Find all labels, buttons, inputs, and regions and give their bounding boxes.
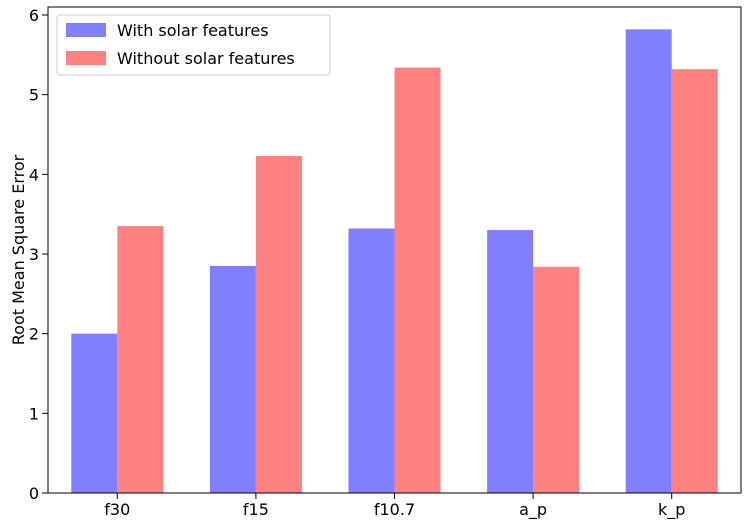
y-axis: 0 1 2 3 4 5 6	[29, 6, 48, 503]
legend-label-with-solar: With solar features	[117, 21, 269, 40]
bar-without-solar-features-a-p	[533, 266, 580, 493]
bar-with-solar-features-f10-7	[348, 228, 395, 493]
bar-with-solar-features-f15	[209, 265, 256, 493]
x-tick-label-a-p: a_p	[519, 500, 547, 520]
y-tick-label: 0	[29, 484, 39, 503]
bar-without-solar-features-f30	[117, 226, 164, 493]
y-tick-label: 6	[29, 6, 39, 25]
bar-with-solar-features-a-p	[487, 230, 534, 493]
bar-without-solar-features-k-p	[671, 69, 718, 494]
legend-box	[56, 14, 331, 76]
y-axis-title: Root Mean Square Error	[9, 154, 28, 345]
bar-with-solar-features-f30	[71, 333, 118, 493]
x-tick-label-f30: f30	[104, 500, 130, 519]
legend-label-without-solar: Without solar features	[117, 49, 295, 68]
bar-without-solar-features-f15	[255, 155, 302, 494]
bars-layer	[71, 29, 718, 494]
legend-swatch-without-solar	[66, 51, 106, 65]
legend: With solar features Without solar featur…	[56, 14, 331, 76]
x-tick-label-f10-7: f10.7	[374, 500, 415, 519]
legend-swatch-with-solar	[66, 23, 106, 37]
y-tick-label: 5	[29, 86, 39, 105]
y-tick-label: 2	[29, 325, 39, 344]
bar-without-solar-features-f10-7	[394, 67, 441, 494]
y-tick-label: 1	[29, 404, 39, 423]
x-tick-label-f15: f15	[243, 500, 269, 519]
y-tick-label: 3	[29, 245, 39, 264]
x-tick-label-k-p: k_p	[658, 500, 685, 520]
y-tick-label: 4	[29, 165, 39, 184]
bar-with-solar-features-k-p	[625, 29, 672, 493]
x-axis: f30 f15 f10.7 a_p k_p	[104, 493, 685, 520]
